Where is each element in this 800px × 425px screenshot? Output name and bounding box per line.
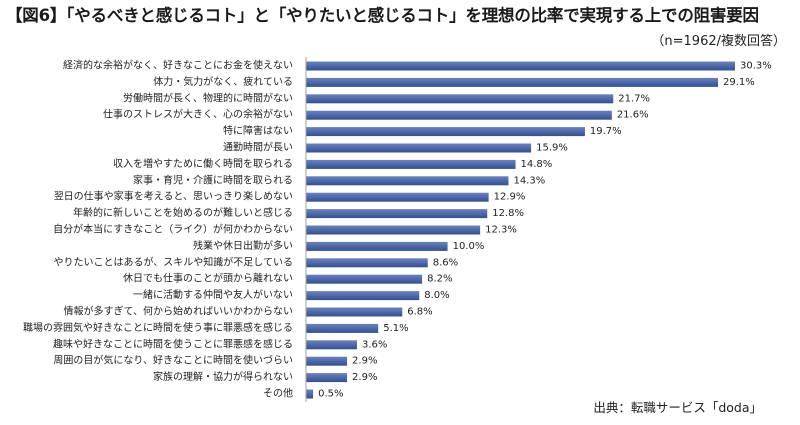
bar <box>306 274 423 284</box>
category-label: 年齢的に新しいことを始めるのが難しいと感じる <box>73 206 293 219</box>
category-label: 労働時間が長く、物理的に時間がない <box>123 91 293 104</box>
value-label: 29.1% <box>723 77 755 88</box>
value-label: 8.0% <box>424 290 449 301</box>
value-labels: 30.3% 29.1% 21.7% 21.6% 19.7% 15.9% 14.8% 14.3%… <box>318 61 772 400</box>
bar <box>306 356 348 366</box>
bar <box>306 110 612 120</box>
bar <box>306 143 532 153</box>
category-label: 残業や休日出勤が多い <box>193 239 293 252</box>
category-label: 家族の理解・協力が得られない <box>153 370 293 383</box>
category-label: 職場の雰囲気や好きなことに時間を使う事に罪悪感を感じる <box>23 321 293 334</box>
bar <box>306 241 448 251</box>
value-label: 14.8% <box>521 159 553 170</box>
bar <box>306 94 614 104</box>
value-label: 2.9% <box>352 356 377 367</box>
category-label: 情報が多すぎて、何から始めればいいかわからない <box>64 305 294 318</box>
value-label: 0.5% <box>318 389 343 400</box>
value-label: 10.0% <box>453 241 485 252</box>
category-label: 一緒に活動する仲間や友人がいない <box>133 288 293 301</box>
bar <box>306 225 481 235</box>
bar <box>306 209 488 219</box>
category-label: 周囲の目が気になり、好きなことに時間を使いづらい <box>53 354 293 367</box>
value-label: 3.6% <box>362 339 387 350</box>
value-label: 12.8% <box>492 208 524 219</box>
value-label: 8.6% <box>433 257 458 268</box>
value-label: 6.8% <box>407 307 432 318</box>
value-label: 12.3% <box>485 225 517 236</box>
bar <box>306 61 735 71</box>
chart-subtitle: （n=1962/複数回答） <box>651 34 786 49</box>
bar <box>306 307 403 317</box>
bar <box>306 159 516 169</box>
category-label: 趣味や好きなことに時間を使うことに罪悪感を感じる <box>53 337 293 350</box>
value-label: 19.7% <box>590 126 622 137</box>
category-label: 通勤時間が長い <box>223 141 293 154</box>
bar <box>306 258 428 268</box>
category-label: その他 <box>263 387 293 400</box>
value-label: 30.3% <box>740 61 772 72</box>
value-label: 8.2% <box>427 274 452 285</box>
value-label: 12.9% <box>494 192 526 203</box>
category-label: 特に障害はない <box>223 124 293 137</box>
value-label: 21.6% <box>617 110 649 121</box>
value-label: 5.1% <box>383 323 408 334</box>
bar <box>306 176 509 186</box>
source-note: 出典：転職サービス「doda」 <box>593 400 762 415</box>
category-label: 収入を増やすために働く時間を取られる <box>113 157 293 170</box>
category-label: やりたいことはあるが、スキルや知識が不足している <box>54 255 294 268</box>
category-label: 体力・気力がなく、疲れている <box>153 75 293 88</box>
bar <box>306 192 489 202</box>
bar <box>306 373 348 383</box>
category-label: 家事・育児・介護に時間を取られる <box>133 173 293 186</box>
chart-title: 【図6】「やるべきと感じるコト」と「やりたいと感じるコト」を理想の比率で実現する… <box>6 6 759 25</box>
category-label: 経済的な余裕がなく、好きなことにお金を使えない <box>63 59 293 72</box>
value-label: 21.7% <box>618 93 650 104</box>
value-label: 15.9% <box>536 143 568 154</box>
bars <box>306 61 735 399</box>
bar <box>306 77 719 87</box>
bar <box>306 127 585 137</box>
value-label: 2.9% <box>352 372 377 383</box>
bar <box>306 291 420 301</box>
bar <box>306 389 314 399</box>
category-label: 仕事のストレスが大きく、心の余裕がない <box>103 108 293 121</box>
bar <box>306 340 357 350</box>
category-label: 休日でも仕事のことが頭から離れない <box>123 272 293 285</box>
category-label: 自分が本当にすきなこと（ライク）が何かわからない <box>53 223 293 236</box>
category-label: 翌日の仕事や家事を考えると、思いっきり楽しめない <box>54 190 293 203</box>
value-label: 14.3% <box>513 175 545 186</box>
bar <box>306 323 379 333</box>
category-labels: 経済的な余裕がなく、好きなことにお金を使えない体力・気力がなく、疲れている労働時… <box>23 59 293 400</box>
